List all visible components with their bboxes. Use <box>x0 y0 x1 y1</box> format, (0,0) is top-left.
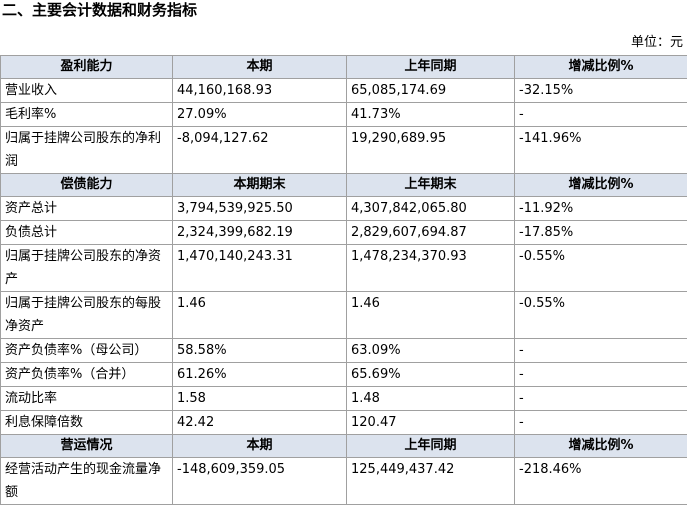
cell: 1.48 <box>346 386 515 411</box>
data-row: 归属于挂牌公司股东的每股净资产 1.46 1.46 -0.55% <box>0 291 687 339</box>
data-row: 归属于挂牌公司股东的净资产 1,470,140,243.31 1,478,234,3… <box>0 244 687 292</box>
cell: 58.58% <box>172 338 347 363</box>
header-cell: 增减比例% <box>514 173 687 197</box>
cell: -141.96% <box>514 126 687 174</box>
header-cell: 营运情况 <box>0 434 173 458</box>
cell: 61.26% <box>172 362 347 387</box>
row-label: 资产负债率%（合并） <box>0 362 173 387</box>
financial-table: 盈利能力 本期 上年同期 增减比例% 营业收入 44,160,168.93 65,085,1… <box>0 55 687 505</box>
cell: 63.09% <box>346 338 515 363</box>
data-row: 负债总计 2,324,399,682.19 2,829,607,694.87 -17.… <box>0 220 687 245</box>
cell: -11.92% <box>514 196 687 221</box>
row-label: 毛利率% <box>0 102 173 127</box>
cell: 1.46 <box>346 291 515 339</box>
cell: 125,449,437.42 <box>346 457 515 505</box>
data-row: 经营活动产生的现金流量净额 -148,609,359.05 125,449,437.… <box>0 457 687 505</box>
cell: 27.09% <box>172 102 347 127</box>
cell: 41.73% <box>346 102 515 127</box>
row-label: 负债总计 <box>0 220 173 245</box>
cell: 2,829,607,694.87 <box>346 220 515 245</box>
data-row: 利息保障倍数 42.42 120.47- <box>0 410 687 435</box>
cell: 44,160,168.93 <box>172 78 347 103</box>
data-row: 资产负债率%（合并） 61.26% 65.69% - <box>0 362 687 387</box>
header-cell: 偿债能力 <box>0 173 173 197</box>
cell: 65.69% <box>346 362 515 387</box>
row-label: 营业收入 <box>0 78 173 103</box>
header-cell: 上年同期 <box>346 55 515 79</box>
cell: - <box>514 386 687 411</box>
cell: 42.42 <box>172 410 347 435</box>
cell: 4,307,842,065.80 <box>346 196 515 221</box>
row-label: 利息保障倍数 <box>0 410 173 435</box>
cell: 1.46 <box>172 291 347 339</box>
header-cell: 本期 <box>172 55 347 79</box>
cell: - <box>514 410 687 435</box>
row-label: 流动比率 <box>0 386 173 411</box>
data-row: 归属于挂牌公司股东的净利润 -8,094,127.62 19,290,689.95-… <box>0 126 687 174</box>
row-label: 归属于挂牌公司股东的净利润 <box>0 126 173 174</box>
section-title: 二、主要会计数据和财务指标 <box>2 1 198 19</box>
row-label: 归属于挂牌公司股东的净资产 <box>0 244 173 292</box>
header-cell: 上年期末 <box>346 173 515 197</box>
header-cell: 增减比例% <box>514 55 687 79</box>
data-row: 流动比率 1.58 1.48- <box>0 386 687 411</box>
cell: -0.55% <box>514 244 687 292</box>
header-cell: 上年同期 <box>346 434 515 458</box>
table-body: 盈利能力 本期 上年同期 增减比例% 营业收入 44,160,168.93 65,085,1… <box>0 55 687 505</box>
cell: 3,794,539,925.50 <box>172 196 347 221</box>
cell: -8,094,127.62 <box>172 126 347 174</box>
cell: -148,609,359.05 <box>172 457 347 505</box>
cell: - <box>514 338 687 363</box>
cell: - <box>514 102 687 127</box>
cell: 2,324,399,682.19 <box>172 220 347 245</box>
cell: 120.47 <box>346 410 515 435</box>
cell: - <box>514 362 687 387</box>
row-label: 资产负债率%（母公司） <box>0 338 173 363</box>
row-label: 资产总计 <box>0 196 173 221</box>
cell: -218.46% <box>514 457 687 505</box>
cell: -17.85% <box>514 220 687 245</box>
cell: 1,478,234,370.93 <box>346 244 515 292</box>
cell: 1,470,140,243.31 <box>172 244 347 292</box>
cell: -0.55% <box>514 291 687 339</box>
cell: 19,290,689.95 <box>346 126 515 174</box>
row-label: 归属于挂牌公司股东的每股净资产 <box>0 291 173 339</box>
data-row: 毛利率% 27.09% 41.73% - <box>0 102 687 127</box>
header-cell: 增减比例% <box>514 434 687 458</box>
data-row: 营业收入 44,160,168.93 65,085,174.69 -32.15% <box>0 78 687 103</box>
row-label: 经营活动产生的现金流量净额 <box>0 457 173 505</box>
header-row: 偿债能力 本期期末 上年期末 增减比例% <box>0 173 687 197</box>
data-row: 资产负债率%（母公司） 58.58% 63.09% - <box>0 338 687 363</box>
header-cell: 本期 <box>172 434 347 458</box>
unit-label: 单位：元 <box>630 35 683 50</box>
header-cell: 本期期末 <box>172 173 347 197</box>
header-row: 营运情况 本期 上年同期 增减比例% <box>0 434 687 458</box>
data-row: 资产总计 3,794,539,925.50 4,307,842,065.80 -11.… <box>0 196 687 221</box>
header-cell: 盈利能力 <box>0 55 173 79</box>
cell: 65,085,174.69 <box>346 78 515 103</box>
cell: -32.15% <box>514 78 687 103</box>
header-row: 盈利能力 本期 上年同期 增减比例% <box>0 55 687 79</box>
cell: 1.58 <box>172 386 347 411</box>
